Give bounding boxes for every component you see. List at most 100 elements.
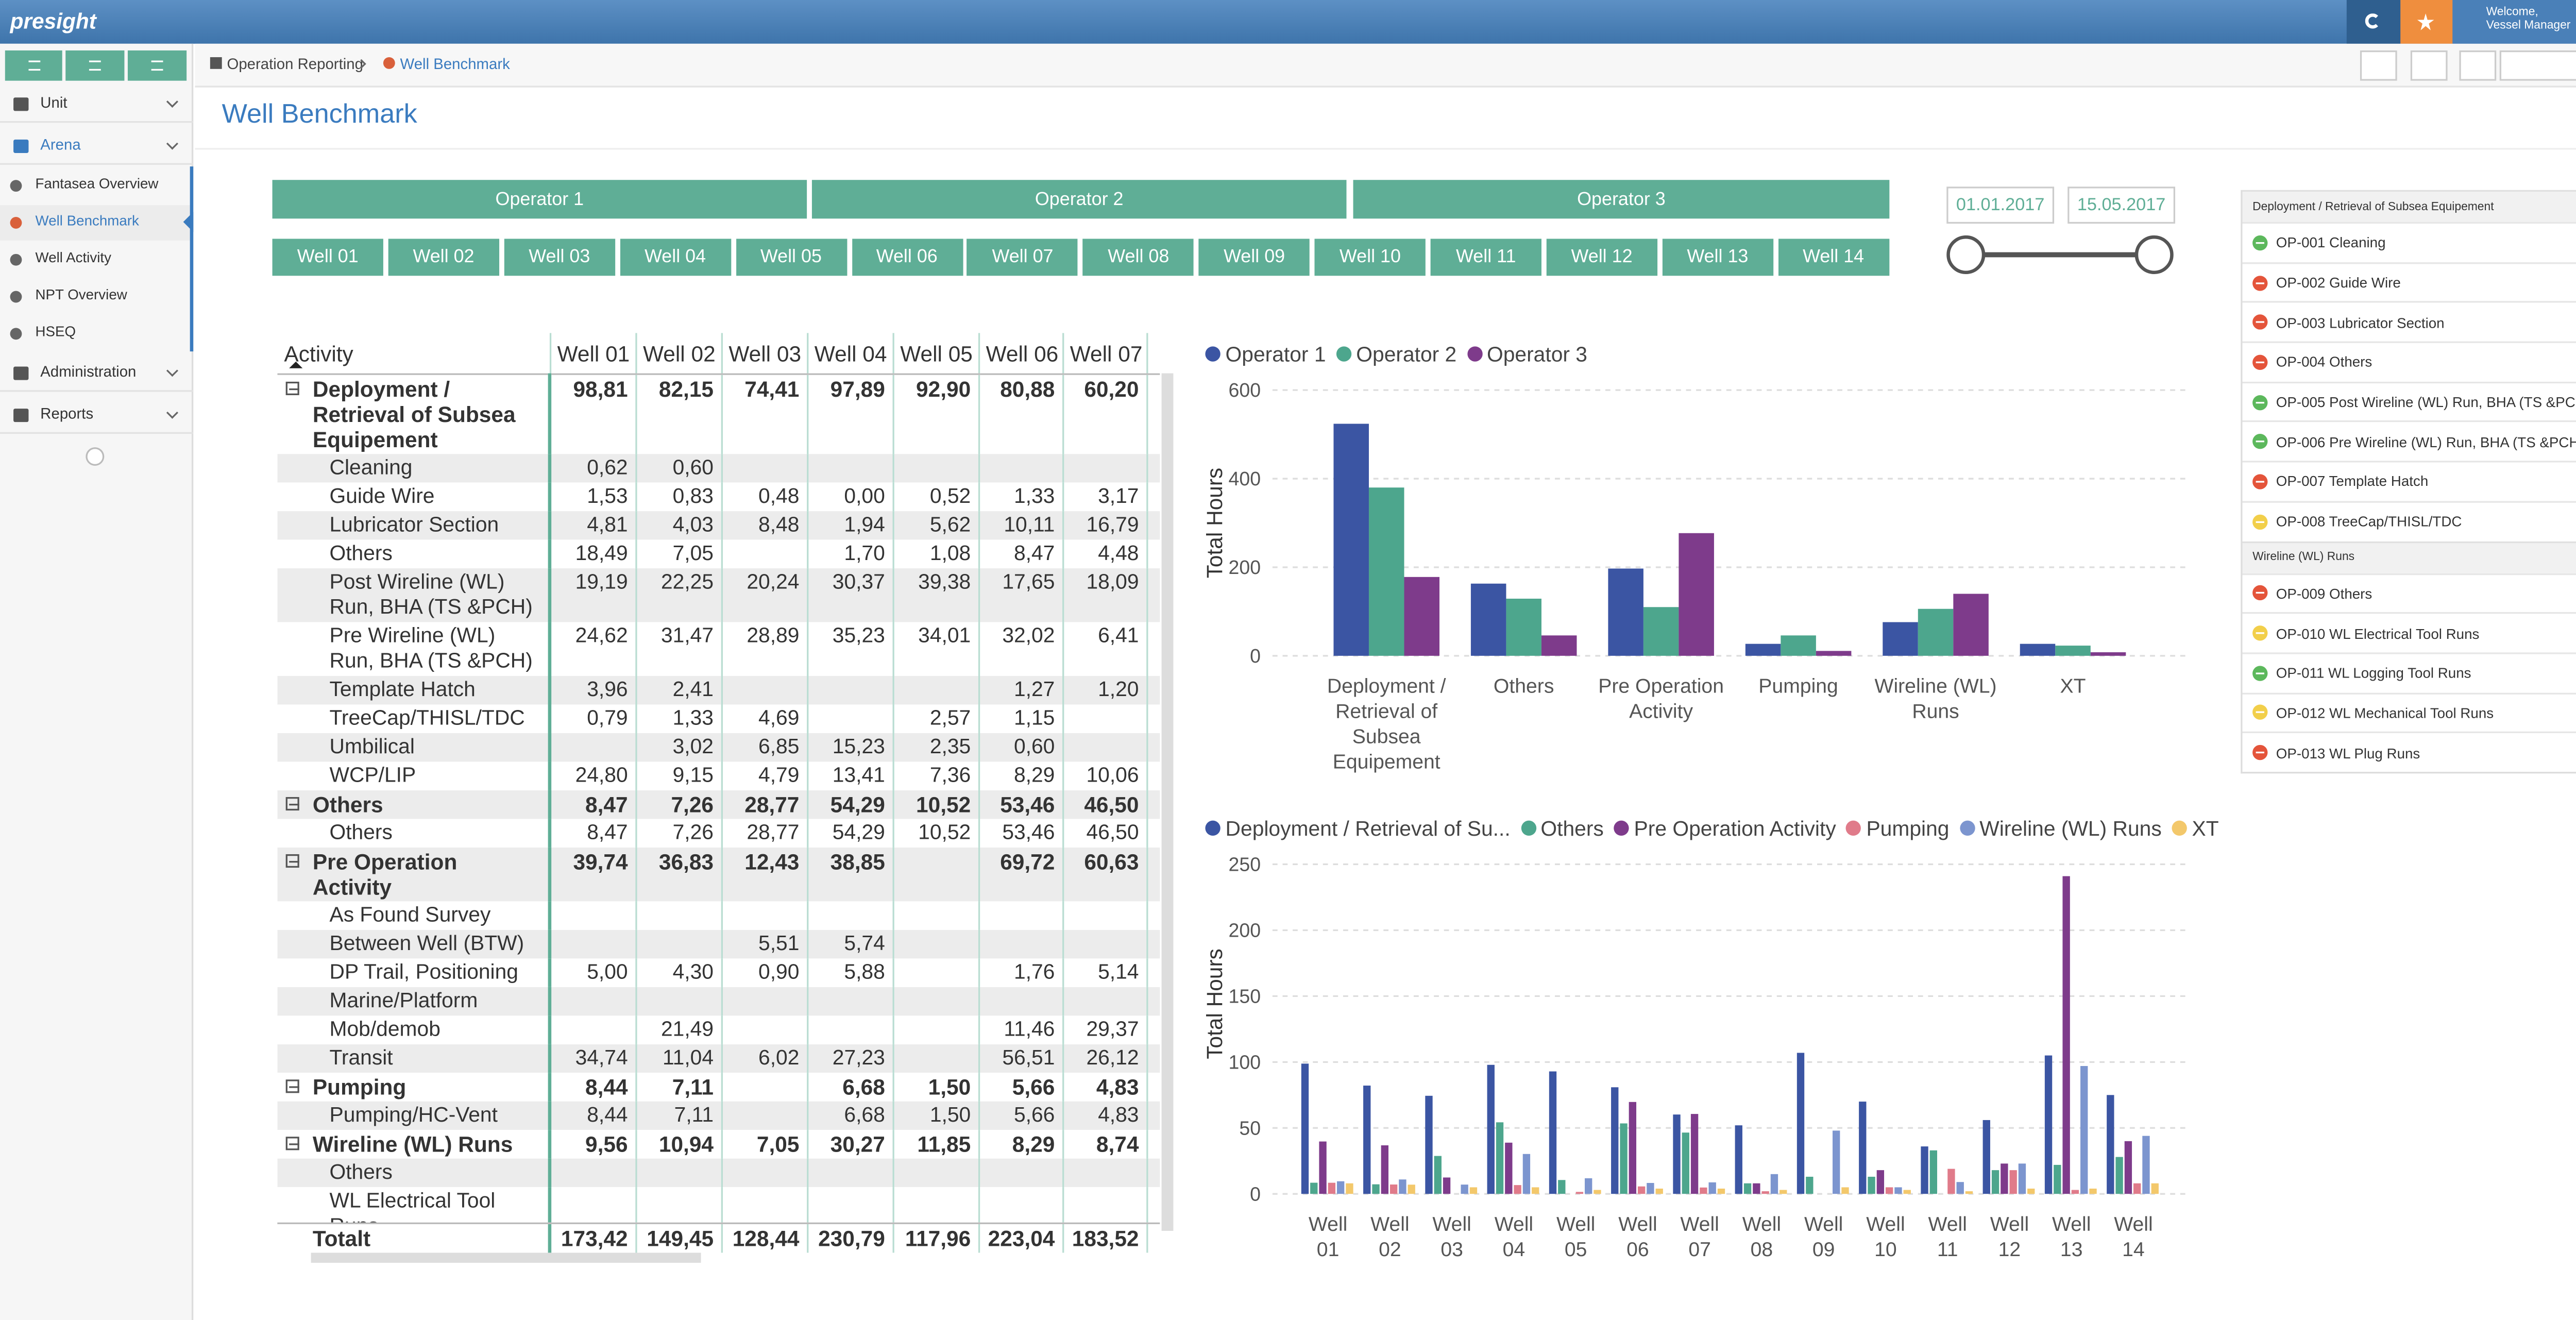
activity-row: Marine/Platform <box>277 987 1160 1016</box>
collapse-toggle[interactable] <box>285 1079 299 1093</box>
slider-handle[interactable] <box>2134 235 2174 274</box>
column-header[interactable]: Well 01 <box>549 333 636 375</box>
activity-cell: Pumping/HC-Vent <box>277 1102 550 1130</box>
well-button[interactable]: Well 14 <box>1777 239 1889 276</box>
date-input[interactable] <box>2499 50 2576 81</box>
well-button[interactable]: Well 09 <box>1198 239 1310 276</box>
status-item[interactable]: OP-009 Others <box>2242 572 2576 612</box>
collapse-button[interactable] <box>86 447 105 466</box>
well-button[interactable]: Well 06 <box>851 239 962 276</box>
legend-label: Deployment / Retrieval of Su... <box>1225 817 1511 841</box>
value-cell: 0,52 <box>891 482 978 512</box>
well-button[interactable]: Well 02 <box>388 239 499 276</box>
bar <box>1781 635 1816 656</box>
value-cell: 4,30 <box>634 958 721 987</box>
well-button[interactable]: Well 03 <box>504 239 615 276</box>
value-cell: 6,68 <box>806 1073 893 1102</box>
toolbar-button[interactable] <box>2459 50 2497 81</box>
bar <box>1594 1190 1601 1194</box>
column-header[interactable]: Well 03 <box>720 333 807 375</box>
legend-item[interactable]: Deployment / Retrieval of Su... <box>1205 817 1511 841</box>
collapse-toggle[interactable] <box>285 381 299 395</box>
operator-button[interactable]: Operator 2 <box>811 180 1347 219</box>
well-button[interactable]: Well 04 <box>619 239 731 276</box>
column-header[interactable]: Well 02 <box>634 333 721 375</box>
status-item[interactable]: OP-005 Post Wireline (WL) Run, BHA (TS &… <box>2242 381 2576 421</box>
well-button[interactable]: Well 10 <box>1314 239 1426 276</box>
status-item[interactable]: OP-004 Others <box>2242 341 2576 381</box>
activity-row: Others 18,49 7,05 1,70 1,08 8,47 4,48 <box>277 539 1160 569</box>
legend-swatch <box>1959 820 1975 836</box>
activity-label: Marine/Platform <box>329 989 478 1012</box>
collapse-toggle[interactable] <box>285 797 299 811</box>
menu-item[interactable] <box>0 86 194 123</box>
status-item[interactable]: OP-007 Template Hatch <box>2242 461 2576 501</box>
group-row: Totalt 173,42 149,45 128,44 230,79 117,96 223,… <box>277 1224 1160 1253</box>
status-item[interactable]: OP-002 Guide Wire <box>2242 262 2576 301</box>
sidebar-tool-button[interactable] <box>127 50 187 81</box>
status-item[interactable]: OP-012 WL Mechanical Tool Runs <box>2242 692 2576 732</box>
date-from[interactable]: 01.01.2017 <box>1946 187 2055 224</box>
submenu-item[interactable] <box>0 316 192 352</box>
date-to[interactable]: 15.05.2017 <box>2067 187 2176 224</box>
status-item[interactable]: OP-011 WL Logging Tool Runs <box>2242 652 2576 692</box>
toolbar-button[interactable] <box>2410 50 2448 81</box>
column-header[interactable]: Well 07 <box>1061 333 1147 375</box>
bar <box>1336 1181 1345 1194</box>
status-item[interactable]: OP-013 WL Plug Runs <box>2242 732 2576 772</box>
y-tick-label: 200 <box>1228 556 1261 578</box>
collapse-toggle[interactable] <box>285 854 299 868</box>
activity-label: Others <box>329 820 393 844</box>
collapse-toggle[interactable] <box>285 1137 299 1150</box>
status-label: OP-010 WL Electrical Tool Runs <box>2276 624 2480 642</box>
well-button[interactable]: Well 07 <box>967 239 1078 276</box>
value-cell: 8,47 <box>548 819 636 848</box>
status-item[interactable]: OP-006 Pre Wireline (WL) Run, BHA (TS &P… <box>2242 421 2576 461</box>
legend-item[interactable]: Operator 3 <box>1466 343 1587 366</box>
legend-item[interactable]: XT <box>2172 817 2219 841</box>
user-menu[interactable] <box>2452 0 2576 44</box>
legend-item[interactable]: Operator 2 <box>1336 343 1456 366</box>
well-button[interactable]: Well 08 <box>1083 239 1194 276</box>
value-cell <box>891 1016 978 1044</box>
value-cell: 46,50 <box>1061 819 1147 848</box>
operator-button[interactable]: Operator 3 <box>1353 180 1890 219</box>
legend-item[interactable]: Others <box>1520 817 1604 841</box>
well-button[interactable]: Well 12 <box>1546 239 1657 276</box>
well-button[interactable]: Well 01 <box>272 239 383 276</box>
well-button[interactable]: Well 11 <box>1430 239 1541 276</box>
breadcrumb-item[interactable]: Operation Reporting <box>227 55 363 73</box>
status-item[interactable]: OP-003 Lubricator Section <box>2242 301 2576 341</box>
clipped-cell <box>1145 958 1160 987</box>
status-item[interactable]: OP-010 WL Electrical Tool Runs <box>2242 612 2576 652</box>
menu-item[interactable] <box>0 128 194 165</box>
toolbar-button[interactable] <box>2360 50 2397 81</box>
menu-item[interactable] <box>0 355 194 392</box>
column-header[interactable]: Well 05 <box>891 333 978 375</box>
column-header[interactable]: V <box>1145 333 1160 375</box>
value-cell: 28,89 <box>720 622 807 676</box>
menu-item[interactable] <box>0 397 194 434</box>
legend-item[interactable]: Pumping <box>1846 817 1949 841</box>
column-header[interactable]: Activity <box>277 333 550 375</box>
status-item[interactable]: OP-008 TreeCap/THISL/TDC <box>2242 500 2576 540</box>
sidebar-tool-button[interactable] <box>5 50 62 81</box>
status-item[interactable]: OP-001 Cleaning <box>2242 222 2576 262</box>
well-button[interactable]: Well 05 <box>735 239 847 276</box>
activity-row: TreeCap/THISL/TDC 0,79 1,33 4,69 2,57 1,15 <box>277 704 1160 733</box>
value-cell: 1,76 <box>977 958 1063 987</box>
activity-label: Others <box>312 792 383 818</box>
value-cell: 28,77 <box>720 819 807 848</box>
legend-item[interactable]: Wireline (WL) Runs <box>1959 817 2162 841</box>
operator-button[interactable]: Operator 1 <box>272 180 807 219</box>
column-header[interactable]: Well 06 <box>977 333 1063 375</box>
status-icon <box>2252 665 2268 681</box>
bar <box>2055 646 2091 656</box>
legend-item[interactable]: Pre Operation Activity <box>1614 817 1836 841</box>
legend-item[interactable]: Operator 1 <box>1205 343 1326 366</box>
slider-handle[interactable] <box>1946 235 1986 274</box>
value-cell: 8,47 <box>977 539 1063 569</box>
sidebar-tool-button[interactable] <box>65 50 125 81</box>
well-button[interactable]: Well 13 <box>1662 239 1773 276</box>
column-header[interactable]: Well 04 <box>806 333 893 375</box>
